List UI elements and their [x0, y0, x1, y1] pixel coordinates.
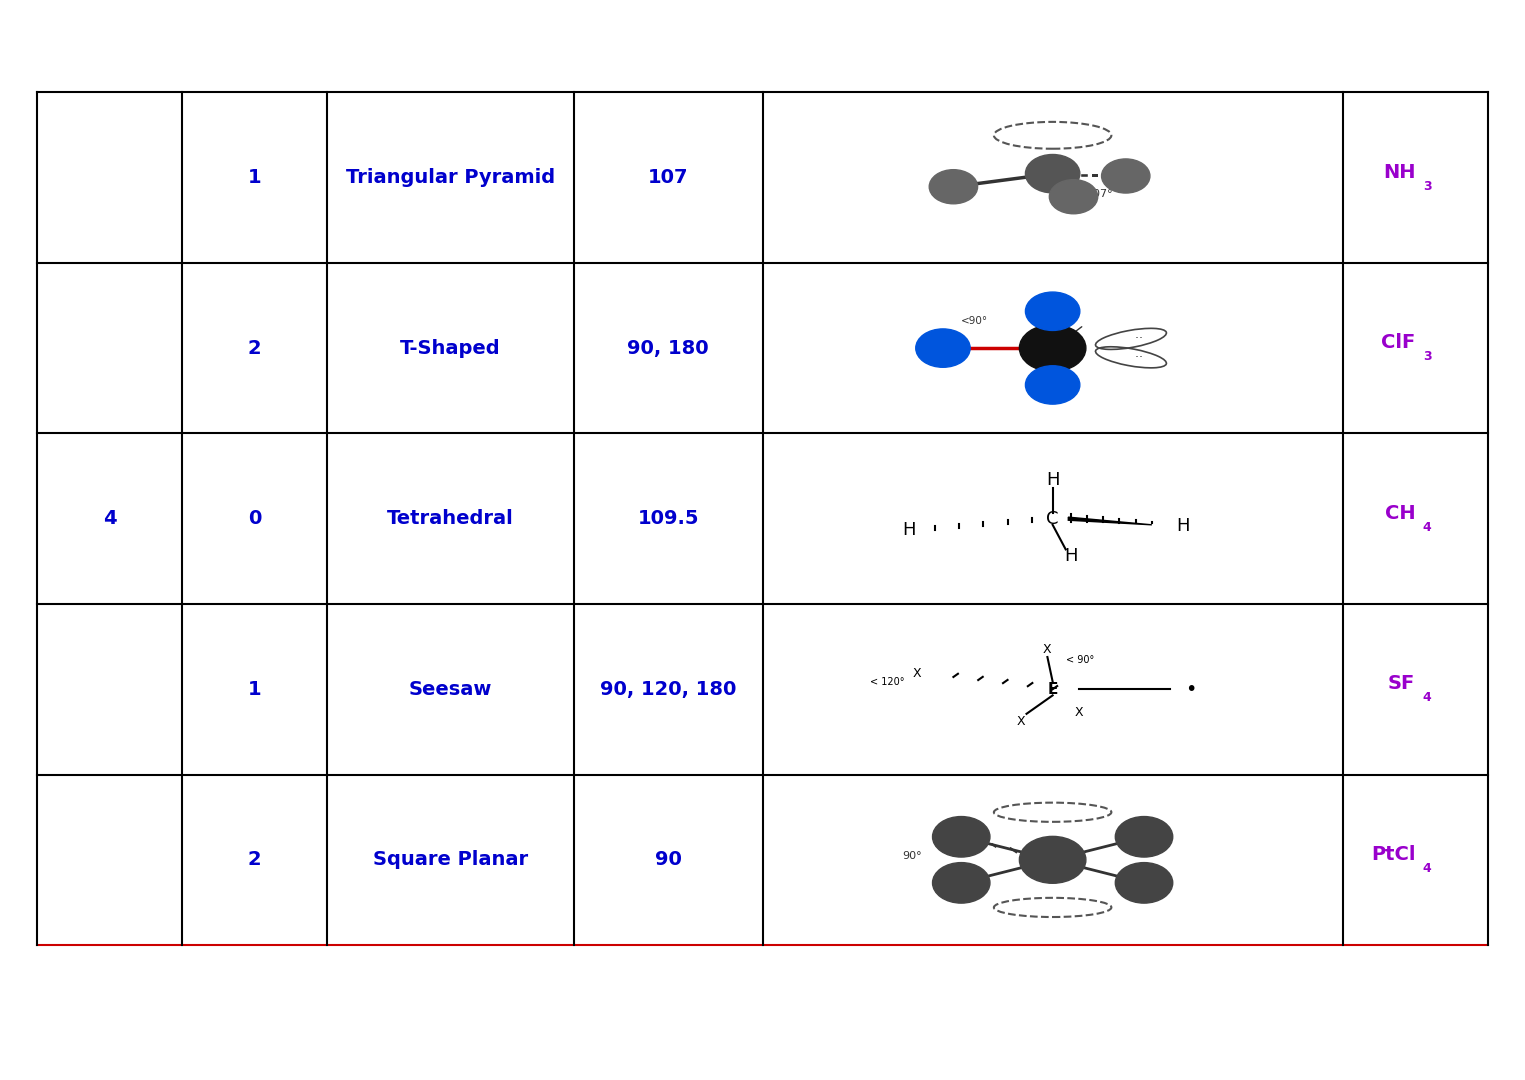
Circle shape: [929, 170, 978, 204]
Text: ··: ··: [1136, 333, 1147, 346]
Circle shape: [1115, 863, 1173, 903]
Circle shape: [1019, 325, 1086, 372]
Circle shape: [1101, 159, 1150, 193]
Circle shape: [1115, 816, 1173, 858]
Text: 1: 1: [249, 679, 262, 699]
Circle shape: [1019, 836, 1086, 883]
Circle shape: [1025, 154, 1080, 193]
Text: 2: 2: [249, 850, 262, 869]
Text: 107: 107: [648, 168, 688, 187]
Circle shape: [1049, 179, 1098, 214]
Text: 90, 120, 180: 90, 120, 180: [599, 679, 737, 699]
Text: H: H: [903, 522, 917, 539]
Circle shape: [932, 863, 990, 903]
Text: < 90°: < 90°: [1066, 656, 1093, 665]
Text: Square Planar: Square Planar: [374, 850, 528, 869]
Text: Triangular Pyramid: Triangular Pyramid: [346, 168, 555, 187]
Text: 4: 4: [102, 509, 116, 528]
Text: <90°: <90°: [961, 316, 988, 326]
Text: CH: CH: [1385, 504, 1415, 523]
Text: 3: 3: [1423, 350, 1432, 363]
Circle shape: [1025, 292, 1080, 330]
Polygon shape: [1069, 517, 1151, 525]
Circle shape: [932, 816, 990, 858]
Text: < 120°: < 120°: [869, 676, 904, 687]
Text: C: C: [1046, 510, 1058, 528]
Text: 1: 1: [249, 168, 262, 187]
Text: 90°: 90°: [903, 851, 923, 861]
Text: H: H: [1046, 471, 1060, 489]
Text: 109.5: 109.5: [637, 509, 698, 528]
Text: X: X: [1017, 715, 1026, 728]
Text: X: X: [912, 667, 921, 680]
Text: H: H: [1176, 517, 1190, 536]
Circle shape: [1025, 366, 1080, 404]
Text: ClF: ClF: [1382, 334, 1415, 352]
Text: 90: 90: [654, 850, 682, 869]
Text: Seesaw: Seesaw: [409, 679, 493, 699]
Text: Tetrahedral: Tetrahedral: [387, 509, 514, 528]
Text: 90, 180: 90, 180: [627, 339, 709, 357]
Text: 4: 4: [1423, 521, 1432, 534]
Circle shape: [917, 329, 970, 367]
Text: 107°: 107°: [1087, 189, 1113, 200]
Text: 3: 3: [1423, 179, 1432, 192]
Text: T-Shaped: T-Shaped: [400, 339, 500, 357]
Text: 0: 0: [249, 509, 261, 528]
Text: X: X: [1043, 643, 1052, 656]
Text: ··: ··: [1136, 351, 1147, 364]
Text: NH: NH: [1383, 163, 1415, 181]
Text: E: E: [1048, 681, 1058, 697]
Text: 4: 4: [1423, 691, 1432, 704]
Text: X: X: [1075, 706, 1083, 719]
Text: SF: SF: [1388, 674, 1415, 693]
Text: 4: 4: [1423, 862, 1432, 875]
Text: PtCl: PtCl: [1371, 845, 1415, 864]
Text: 2: 2: [249, 339, 262, 357]
Text: •: •: [1185, 679, 1197, 699]
Text: H: H: [1064, 546, 1078, 565]
